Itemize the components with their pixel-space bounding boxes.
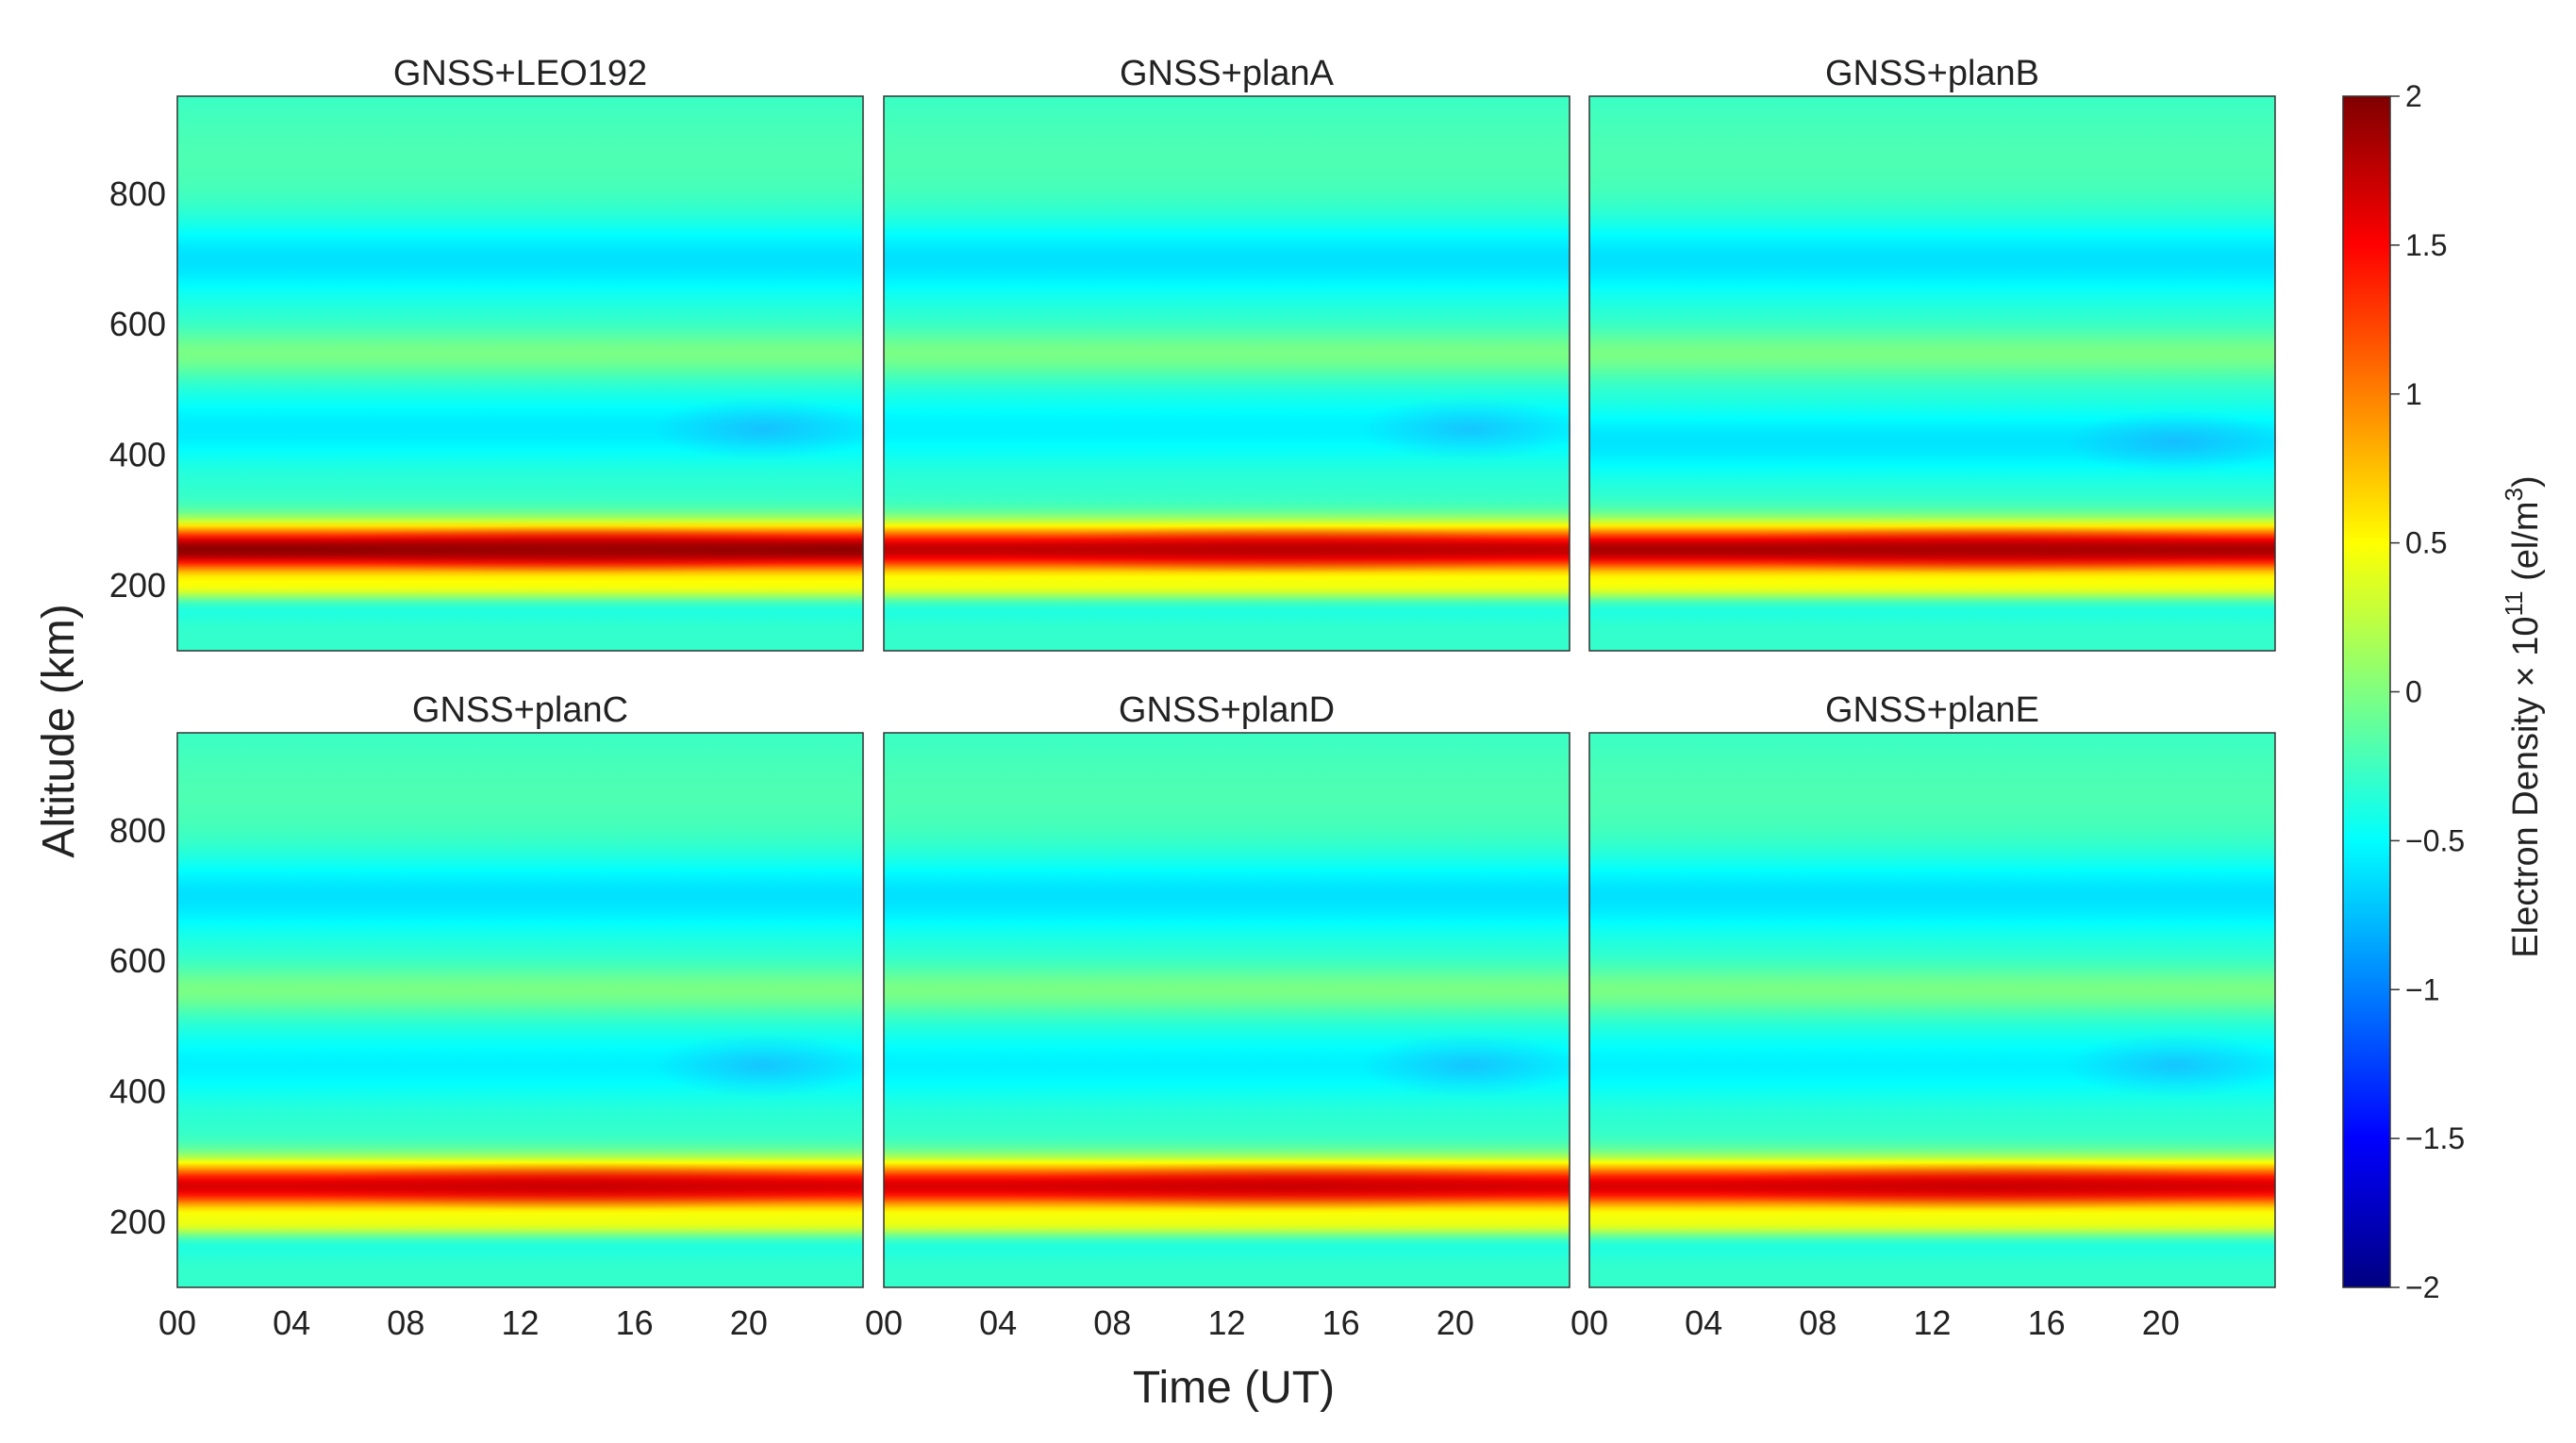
x-tick-label: 00 xyxy=(158,1303,196,1342)
peak-intensification xyxy=(995,524,1572,574)
colorbar-label-exponent: 11 xyxy=(2500,590,2528,616)
y-tick-label: 400 xyxy=(109,1071,166,1110)
colorbar-tick-label: 0.5 xyxy=(2405,526,2447,560)
colorbar: −2 −1.5 −1 −0.5 0 0.5 1 1.5 2 xyxy=(2342,79,2465,1304)
y-tick-label: 800 xyxy=(109,174,166,213)
panel-frame xyxy=(1588,732,2276,1288)
colorbar-tick-label: −1 xyxy=(2405,972,2439,1006)
x-tick-label: 08 xyxy=(1093,1303,1131,1342)
x-tick-label: 12 xyxy=(501,1303,539,1342)
x-tick-label: 00 xyxy=(865,1303,903,1342)
depletion-patch xyxy=(653,396,873,461)
peak-intensification xyxy=(289,1161,866,1211)
peak-intensification xyxy=(995,1161,1572,1211)
panel-frame xyxy=(883,95,1571,652)
colorbar-tick-label: 1.5 xyxy=(2405,228,2447,262)
y-tick-label: 800 xyxy=(109,811,166,850)
x-tick-label: 00 xyxy=(1571,1303,1608,1342)
x-tick-label: 16 xyxy=(1322,1303,1360,1342)
colorbar-tick-label: 2 xyxy=(2405,79,2422,113)
peak-intensification xyxy=(1701,524,2278,574)
x-tick-label: 16 xyxy=(616,1303,654,1342)
colorbar-tick-label: −1.5 xyxy=(2405,1121,2465,1155)
panel-title: GNSS+planD xyxy=(1119,690,1335,730)
heatmap-panel: GNSS+planB xyxy=(1588,54,2285,652)
depletion-patch xyxy=(1359,396,1580,461)
y-axis-label: Altitude (km) xyxy=(34,604,84,857)
x-tick-label: 20 xyxy=(1437,1303,1474,1342)
y-tick-label: 200 xyxy=(109,566,166,605)
x-tick-label: 04 xyxy=(979,1303,1017,1342)
peak-intensification xyxy=(289,524,866,574)
colorbar-label-unit-exponent: 3 xyxy=(2500,488,2528,501)
panel-frame xyxy=(1588,95,2276,652)
y-tick-label: 600 xyxy=(109,305,166,343)
x-tick-label: 12 xyxy=(1207,1303,1245,1342)
x-tick-label: 08 xyxy=(387,1303,424,1342)
colorbar-label: Electron Density × 1011 (el/m3) xyxy=(2500,475,2546,957)
colorbar-label-text: Electron Density × 10 xyxy=(2506,616,2546,957)
colorbar-tick-label: 1 xyxy=(2405,377,2422,411)
panel-title: GNSS+planE xyxy=(1825,690,2039,730)
depletion-patch xyxy=(1359,1033,1580,1098)
heatmap-panel: GNSS+planE 00 04 08 12 16 20 xyxy=(1571,690,2285,1342)
x-tick-label: 12 xyxy=(1913,1303,1951,1342)
y-tick-label: 600 xyxy=(109,941,166,980)
panel-title: GNSS+LEO192 xyxy=(393,54,647,93)
panel-title: GNSS+planA xyxy=(1120,54,1335,93)
panel-frame xyxy=(883,732,1571,1288)
y-tick-label: 400 xyxy=(109,435,166,473)
heatmap-panel: GNSS+planD 00 04 08 12 16 20 xyxy=(865,690,1580,1342)
depletion-patch xyxy=(653,1033,873,1098)
depletion-patch xyxy=(2065,409,2285,474)
x-tick-label: 16 xyxy=(2028,1303,2066,1342)
panel-title: GNSS+planC xyxy=(412,690,628,730)
heatmap-panel: GNSS+planA xyxy=(883,54,1580,652)
panel-frame xyxy=(176,95,864,652)
depletion-patch xyxy=(2065,1033,2285,1098)
x-tick-label: 20 xyxy=(2142,1303,2180,1342)
colorbar-tick-label: −2 xyxy=(2405,1270,2439,1304)
panel-title: GNSS+planB xyxy=(1825,54,2039,93)
x-tick-label: 04 xyxy=(1685,1303,1722,1342)
heatmap-panel: GNSS+LEO192 200 400 600 800 xyxy=(109,54,873,652)
x-tick-label: 20 xyxy=(730,1303,768,1342)
colorbar-label-unit: (el/m xyxy=(2506,501,2546,590)
peak-intensification xyxy=(1701,1161,2278,1211)
x-axis-label: Time (UT) xyxy=(1133,1363,1335,1413)
colorbar-tick-label: −0.5 xyxy=(2405,823,2465,857)
colorbar-tick-label: 0 xyxy=(2405,675,2422,709)
x-tick-label: 08 xyxy=(1799,1303,1836,1342)
panel-frame xyxy=(176,732,864,1288)
heatmap-panel: GNSS+planC 200 400 600 800 00 04 08 12 16 20 xyxy=(109,690,873,1342)
x-tick-label: 04 xyxy=(273,1303,310,1342)
colorbar-label-unit-close: ) xyxy=(2506,475,2546,488)
y-tick-label: 200 xyxy=(109,1202,166,1241)
colorbar-scale xyxy=(2343,96,2390,1287)
